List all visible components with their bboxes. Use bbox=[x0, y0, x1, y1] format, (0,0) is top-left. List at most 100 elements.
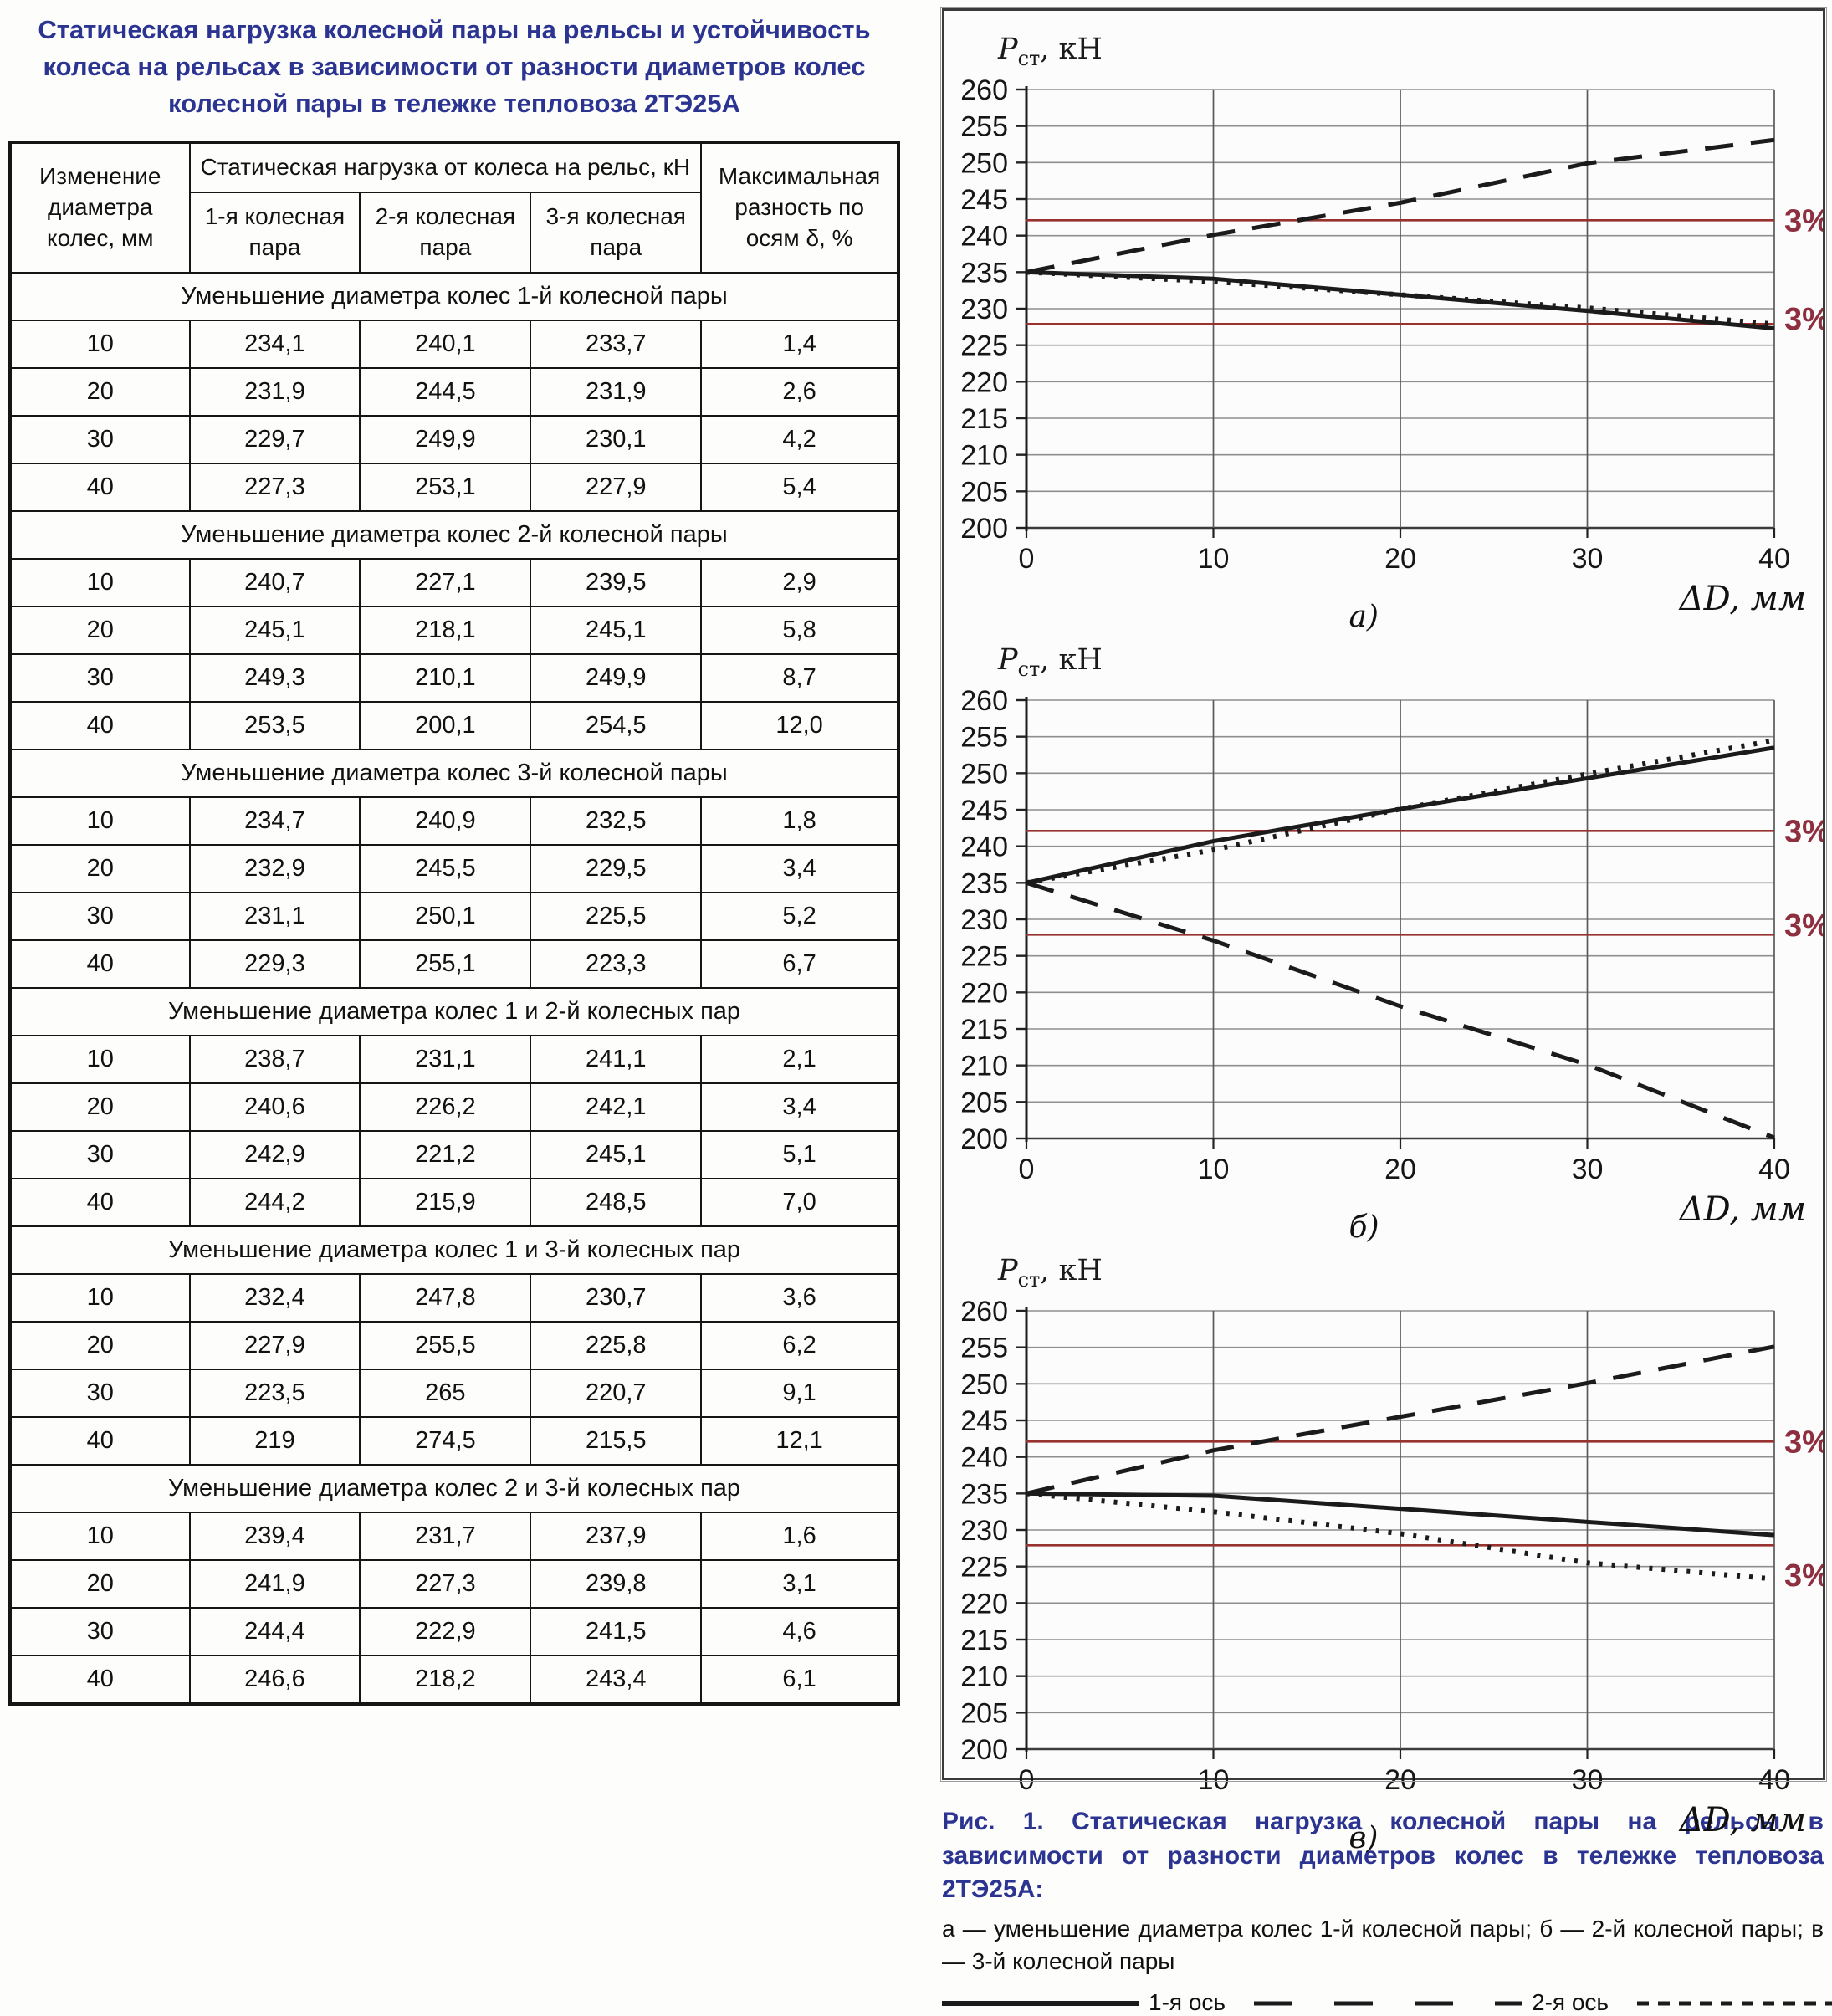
table-cell: 249,3 bbox=[188, 652, 361, 703]
table-cell: 210,1 bbox=[359, 652, 532, 703]
table-row: 20 241,9 227,3 239,8 3,1 bbox=[9, 1558, 899, 1609]
table-cell: 253,5 bbox=[188, 700, 361, 750]
y-tick-label: 245 bbox=[960, 1405, 1008, 1437]
table-cell: 232,5 bbox=[530, 796, 703, 846]
table-cell: 225,8 bbox=[530, 1320, 703, 1370]
y-tick-label: 260 bbox=[960, 687, 1008, 717]
table-row: 10 234,7 240,9 232,5 1,8 bbox=[9, 796, 899, 846]
table-cell: 227,9 bbox=[188, 1320, 361, 1370]
x-axis-title: ΔD, мм bbox=[1679, 1190, 1806, 1229]
table-section-title: Уменьшение диаметра колес 1 и 2-й колесн… bbox=[9, 986, 899, 1036]
y-tick-label: 245 bbox=[960, 184, 1008, 216]
column-header-load-group: Статическая нагрузка от колеса на рельс,… bbox=[188, 141, 703, 193]
table-cell: 12,0 bbox=[700, 700, 899, 750]
table-cell: 250,1 bbox=[359, 891, 532, 941]
table-cell: 241,9 bbox=[188, 1558, 361, 1609]
table-cell: 5,1 bbox=[700, 1129, 899, 1179]
column-header-delta: Максимальная разность по осям δ, % bbox=[700, 141, 899, 274]
chart-plot-б: 200 205 210 215 220 225 230 235 240 245 250 255 260 0… bbox=[960, 687, 1823, 1185]
table-cell: 3,6 bbox=[700, 1272, 899, 1323]
x-axis-title: ΔD, мм bbox=[1679, 1801, 1806, 1839]
y-axis-title: Pст, кН bbox=[998, 33, 1103, 70]
table-cell: 200,1 bbox=[359, 700, 532, 750]
legend-line-sample-solid bbox=[942, 2000, 1139, 2006]
x-tick-label: 0 bbox=[1019, 543, 1035, 575]
table-header: Изменение диаметра колес, мм Статическая… bbox=[9, 141, 899, 274]
table-cell: 231,1 bbox=[188, 891, 361, 941]
y-tick-label: 235 bbox=[960, 1478, 1008, 1510]
table-cell: 30 bbox=[9, 1368, 191, 1418]
table-cell: 246,6 bbox=[188, 1654, 361, 1705]
table-cell: 218,1 bbox=[359, 605, 532, 655]
y-tick-label: 205 bbox=[960, 476, 1008, 508]
table-cell: 3,4 bbox=[700, 843, 899, 893]
table-row: 10 238,7 231,1 241,1 2,1 bbox=[9, 1034, 899, 1084]
table-cell: 248,5 bbox=[530, 1177, 703, 1227]
table-cell: 4,2 bbox=[700, 414, 899, 464]
y-tick-label: 225 bbox=[960, 1552, 1008, 1584]
table-cell: 231,9 bbox=[530, 366, 703, 417]
y-tick-label: 200 bbox=[960, 1123, 1008, 1155]
table-cell: 10 bbox=[9, 1034, 191, 1084]
table-cell: 239,4 bbox=[188, 1511, 361, 1561]
table-cell: 40 bbox=[9, 1415, 191, 1466]
x-tick-label: 20 bbox=[1384, 1764, 1416, 1796]
table-cell: 245,1 bbox=[530, 1129, 703, 1179]
series-1-я ось bbox=[1026, 1491, 1775, 1538]
table-cell: 220,7 bbox=[530, 1368, 703, 1418]
table-cell: 1,6 bbox=[700, 1511, 899, 1561]
y-tick-label: 215 bbox=[960, 1625, 1008, 1656]
table-cell: 5,8 bbox=[700, 605, 899, 655]
table-cell: 40 bbox=[9, 1177, 191, 1227]
table-cell: 215,9 bbox=[359, 1177, 532, 1227]
figure-caption: Рис. 1. Статическая нагрузка колесной па… bbox=[942, 1805, 1832, 2016]
x-tick-label: 20 bbox=[1384, 543, 1416, 575]
series-1-я ось bbox=[1026, 269, 1775, 331]
charts-box: Pст, кН 200 205 210 215 220 225 230 235 240 245 250… bbox=[940, 7, 1827, 1855]
table-cell: 229,5 bbox=[530, 843, 703, 893]
series-3-я ось bbox=[1026, 738, 1775, 886]
table-cell: 243,4 bbox=[530, 1654, 703, 1705]
legend-label: 1-я ось bbox=[1149, 1988, 1226, 2015]
legend-line-sample-dashed bbox=[1254, 2001, 1522, 2006]
table-row: 10 234,1 240,1 233,7 1,4 bbox=[9, 319, 899, 369]
table-cell: 225,5 bbox=[530, 891, 703, 941]
y-tick-label: 240 bbox=[960, 1442, 1008, 1474]
chart-footer: в) ΔD, мм bbox=[949, 1799, 1818, 1860]
table-row: 20 231,9 244,5 231,9 2,6 bbox=[9, 366, 899, 417]
table-cell: 223,5 bbox=[188, 1368, 361, 1418]
table-cell: 12,1 bbox=[700, 1415, 899, 1466]
table-cell: 6,1 bbox=[700, 1654, 899, 1705]
table-cell: 20 bbox=[9, 1558, 191, 1609]
table-cell: 20 bbox=[9, 366, 191, 417]
chart-letter-label: в) bbox=[1348, 1821, 1379, 1855]
y-tick-label: 235 bbox=[960, 257, 1008, 289]
table-row: 40 253,5 200,1 254,5 12,0 bbox=[9, 700, 899, 750]
table-cell: 2,6 bbox=[700, 366, 899, 417]
table-row: 30 231,1 250,1 225,5 5,2 bbox=[9, 891, 899, 941]
table-cell: 242,9 bbox=[188, 1129, 361, 1179]
table-cell: 222,9 bbox=[359, 1606, 532, 1656]
threshold-label: 3% bbox=[1784, 1425, 1823, 1460]
y-tick-label: 200 bbox=[960, 1734, 1008, 1766]
table-section-row: Уменьшение диаметра колес 1 и 3-й колесн… bbox=[9, 1225, 899, 1275]
table-section-row: Уменьшение диаметра колес 1 и 2-й колесн… bbox=[9, 986, 899, 1036]
legend-label: 2-я ось bbox=[1532, 1988, 1609, 2015]
x-tick-label: 30 bbox=[1572, 543, 1604, 575]
table-cell: 3,4 bbox=[700, 1082, 899, 1132]
table-cell: 20 bbox=[9, 843, 191, 893]
table-section-row: Уменьшение диаметра колес 2 и 3-й колесн… bbox=[9, 1463, 899, 1513]
y-tick-label: 215 bbox=[960, 1014, 1008, 1046]
table-cell: 242,1 bbox=[530, 1082, 703, 1132]
threshold-label: 3% bbox=[1784, 814, 1823, 849]
table-cell: 10 bbox=[9, 319, 191, 369]
legend-item-2-я ось: 2-я ось bbox=[1254, 1989, 1637, 2016]
table-cell: 30 bbox=[9, 1129, 191, 1179]
threshold-label: 3% bbox=[1784, 203, 1823, 238]
table-cell: 238,7 bbox=[188, 1034, 361, 1084]
table-cell: 227,9 bbox=[530, 462, 703, 512]
y-tick-label: 220 bbox=[960, 1588, 1008, 1619]
y-tick-label: 250 bbox=[960, 147, 1008, 179]
x-tick-label: 40 bbox=[1758, 1154, 1790, 1185]
